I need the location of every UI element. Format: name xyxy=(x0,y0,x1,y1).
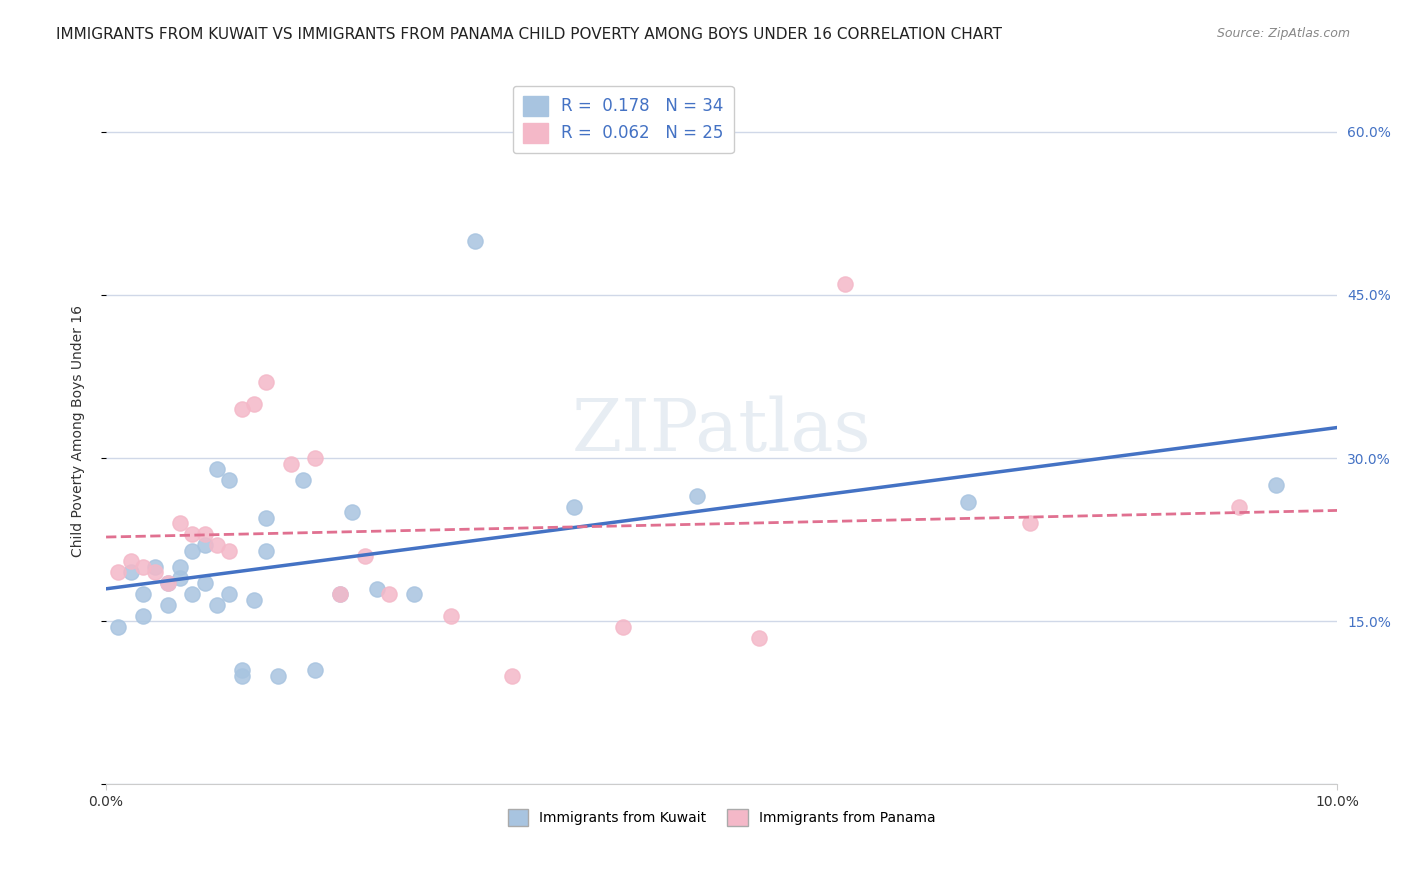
Point xyxy=(440,608,463,623)
Point xyxy=(1018,516,1040,531)
Point xyxy=(267,668,290,682)
Point xyxy=(205,538,228,552)
Point xyxy=(254,511,277,525)
Point xyxy=(342,506,364,520)
Point xyxy=(218,543,240,558)
Point xyxy=(143,560,166,574)
Point xyxy=(132,608,155,623)
Point xyxy=(156,598,179,612)
Point xyxy=(205,598,228,612)
Point xyxy=(280,457,302,471)
Point xyxy=(304,451,326,466)
Point xyxy=(231,663,253,677)
Point xyxy=(353,549,375,563)
Point xyxy=(181,543,204,558)
Point xyxy=(748,631,770,645)
Point xyxy=(562,500,585,514)
Point xyxy=(329,587,352,601)
Point xyxy=(231,402,253,417)
Point xyxy=(254,543,277,558)
Point xyxy=(501,668,523,682)
Point xyxy=(120,566,142,580)
Point xyxy=(612,620,634,634)
Point xyxy=(194,538,217,552)
Point xyxy=(218,587,240,601)
Point xyxy=(132,560,155,574)
Y-axis label: Child Poverty Among Boys Under 16: Child Poverty Among Boys Under 16 xyxy=(72,305,86,557)
Point xyxy=(107,566,129,580)
Point xyxy=(194,576,217,591)
Point xyxy=(366,582,388,596)
Point xyxy=(143,566,166,580)
Point xyxy=(254,375,277,389)
Point xyxy=(834,277,856,291)
Point xyxy=(169,516,191,531)
Point xyxy=(181,587,204,601)
Point xyxy=(231,668,253,682)
Point xyxy=(156,576,179,591)
Point xyxy=(205,462,228,476)
Point xyxy=(956,494,979,508)
Point xyxy=(169,560,191,574)
Point xyxy=(107,620,129,634)
Point xyxy=(1227,500,1250,514)
Point xyxy=(243,592,266,607)
Point xyxy=(218,473,240,487)
Text: ZIPatlas: ZIPatlas xyxy=(572,396,872,467)
Point xyxy=(1264,478,1286,492)
Text: IMMIGRANTS FROM KUWAIT VS IMMIGRANTS FROM PANAMA CHILD POVERTY AMONG BOYS UNDER : IMMIGRANTS FROM KUWAIT VS IMMIGRANTS FRO… xyxy=(56,27,1002,42)
Point xyxy=(402,587,425,601)
Point xyxy=(304,663,326,677)
Point xyxy=(156,576,179,591)
Point xyxy=(329,587,352,601)
Point xyxy=(120,554,142,568)
Point xyxy=(686,489,709,503)
Point xyxy=(292,473,315,487)
Point xyxy=(378,587,401,601)
Point xyxy=(181,527,204,541)
Point xyxy=(194,527,217,541)
Text: Source: ZipAtlas.com: Source: ZipAtlas.com xyxy=(1216,27,1350,40)
Point xyxy=(243,397,266,411)
Legend: Immigrants from Kuwait, Immigrants from Panama: Immigrants from Kuwait, Immigrants from … xyxy=(499,800,945,834)
Point xyxy=(464,234,486,248)
Point xyxy=(132,587,155,601)
Point xyxy=(169,571,191,585)
